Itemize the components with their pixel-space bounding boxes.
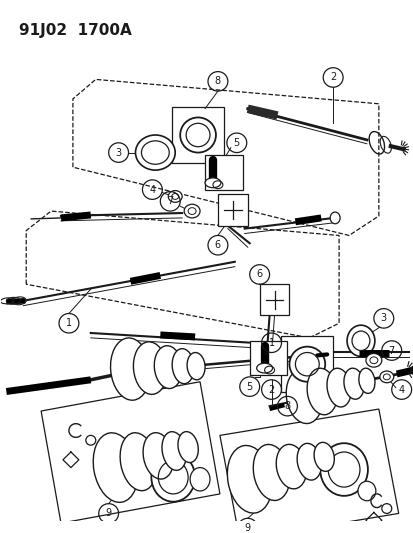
Ellipse shape: [180, 117, 216, 152]
Text: 3: 3: [115, 148, 121, 158]
Ellipse shape: [306, 368, 337, 415]
Ellipse shape: [154, 346, 182, 389]
Text: 1: 1: [268, 338, 274, 348]
Ellipse shape: [168, 191, 182, 203]
Text: 6: 6: [214, 240, 221, 250]
FancyBboxPatch shape: [281, 336, 332, 392]
Text: 8: 8: [214, 76, 221, 86]
Ellipse shape: [151, 453, 195, 502]
Ellipse shape: [365, 353, 381, 367]
Ellipse shape: [190, 467, 209, 491]
FancyBboxPatch shape: [259, 284, 289, 316]
Ellipse shape: [346, 325, 374, 357]
Ellipse shape: [204, 178, 221, 188]
Ellipse shape: [320, 443, 367, 496]
Ellipse shape: [357, 481, 375, 500]
Ellipse shape: [256, 363, 272, 373]
Text: 4: 4: [149, 184, 155, 195]
Ellipse shape: [343, 368, 363, 399]
Text: 2: 2: [268, 384, 274, 394]
FancyBboxPatch shape: [172, 107, 223, 163]
Polygon shape: [41, 382, 219, 523]
Ellipse shape: [110, 338, 150, 400]
Text: 1: 1: [66, 318, 72, 328]
Text: 3: 3: [380, 313, 386, 324]
Ellipse shape: [227, 446, 271, 513]
Ellipse shape: [143, 433, 173, 479]
Ellipse shape: [93, 433, 138, 503]
Ellipse shape: [297, 443, 321, 480]
FancyBboxPatch shape: [217, 195, 247, 225]
Ellipse shape: [253, 445, 289, 500]
Ellipse shape: [133, 342, 167, 394]
Text: 7: 7: [167, 196, 173, 206]
Ellipse shape: [330, 212, 339, 224]
Ellipse shape: [120, 433, 157, 491]
Ellipse shape: [172, 349, 194, 384]
Text: 91J02  1700A: 91J02 1700A: [19, 23, 132, 38]
Text: 7: 7: [388, 345, 394, 356]
Ellipse shape: [379, 371, 393, 383]
Ellipse shape: [178, 432, 198, 463]
Text: 8: 8: [284, 401, 290, 411]
Text: 9: 9: [244, 523, 250, 533]
Ellipse shape: [285, 369, 322, 424]
Ellipse shape: [135, 135, 175, 170]
Text: 2: 2: [329, 72, 335, 83]
Polygon shape: [219, 409, 398, 533]
Ellipse shape: [313, 442, 334, 471]
FancyBboxPatch shape: [204, 156, 242, 190]
Ellipse shape: [358, 368, 374, 393]
Text: 6: 6: [256, 270, 262, 279]
Ellipse shape: [161, 432, 186, 470]
Ellipse shape: [289, 346, 325, 382]
Ellipse shape: [326, 368, 350, 407]
FancyBboxPatch shape: [249, 341, 287, 375]
Text: 5: 5: [246, 382, 252, 392]
Ellipse shape: [275, 445, 306, 489]
Ellipse shape: [187, 352, 204, 380]
Text: 4: 4: [398, 384, 404, 394]
Text: 9: 9: [105, 508, 112, 519]
Ellipse shape: [184, 204, 199, 218]
Text: 5: 5: [233, 138, 240, 148]
